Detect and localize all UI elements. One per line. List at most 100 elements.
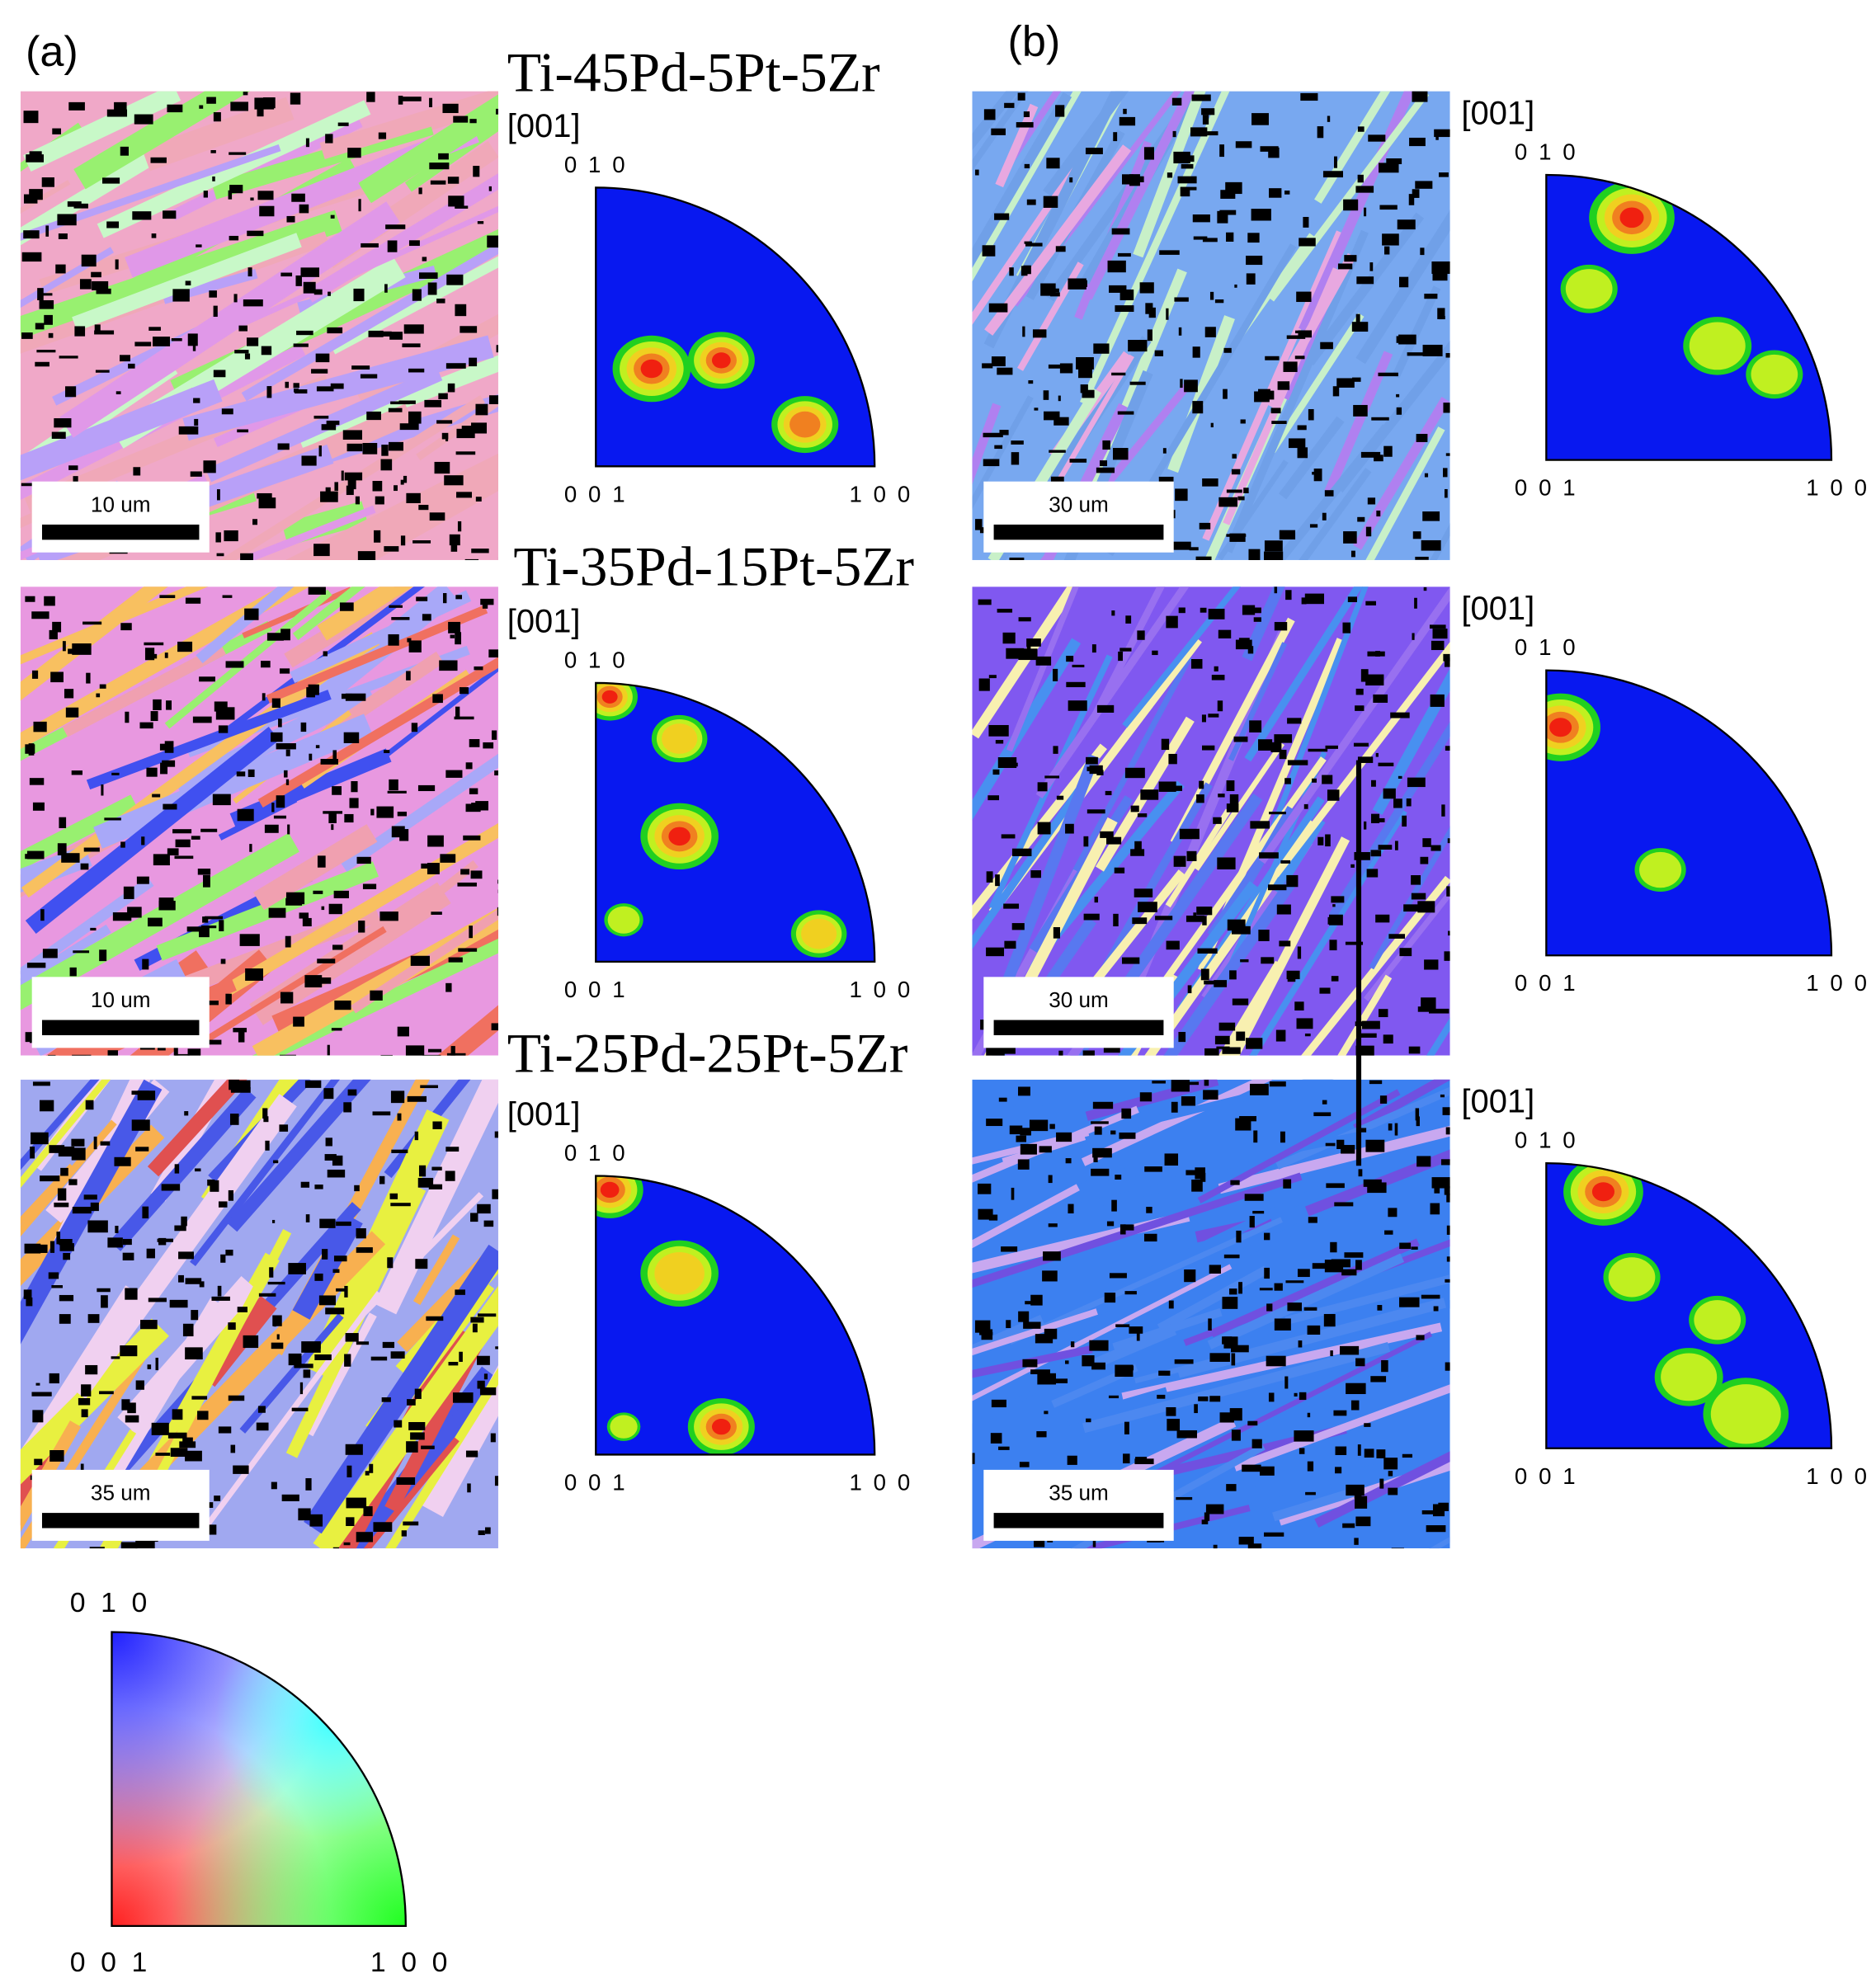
unindexed-pixel: [1411, 874, 1421, 885]
unindexed-pixel: [68, 1179, 78, 1185]
grain-stripe: [1284, 1259, 1450, 1326]
unindexed-pixel: [1440, 1094, 1445, 1098]
unindexed-pixel: [191, 1396, 208, 1400]
unindexed-pixel: [48, 1054, 56, 1056]
unindexed-pixel: [491, 730, 497, 740]
unindexed-pixel: [1104, 1293, 1116, 1303]
unindexed-pixel: [1018, 617, 1031, 622]
unindexed-pixel: [334, 482, 338, 491]
unindexed-pixel: [1032, 329, 1047, 338]
unindexed-pixel: [469, 739, 480, 747]
unindexed-pixel: [65, 386, 77, 398]
grain-stripe: [227, 586, 476, 732]
unindexed-pixel: [1201, 108, 1215, 115]
unindexed-pixel: [372, 1111, 391, 1116]
unindexed-pixel: [1086, 756, 1098, 765]
unindexed-pixel: [1213, 817, 1222, 824]
unindexed-pixel: [1067, 1455, 1077, 1465]
unindexed-pixel: [403, 475, 408, 483]
grain-stripe: [412, 1234, 460, 1306]
unindexed-pixel: [295, 275, 302, 286]
unindexed-pixel: [1274, 1283, 1283, 1291]
unindexed-pixel: [62, 641, 66, 652]
unindexed-pixel: [320, 758, 338, 765]
unindexed-pixel: [305, 1478, 312, 1491]
unindexed-pixel: [1193, 236, 1208, 240]
unindexed-pixel: [1046, 158, 1060, 169]
scale-bar-label: 35 um: [1049, 1481, 1109, 1505]
scale-bar: [41, 1020, 200, 1035]
unindexed-pixel: [49, 629, 58, 640]
unindexed-pixel: [1139, 282, 1154, 294]
unindexed-pixel: [1147, 329, 1152, 341]
unindexed-pixel: [1247, 607, 1261, 614]
unindexed-pixel: [495, 108, 498, 115]
grain-stripe: [404, 91, 498, 192]
unindexed-pixel: [1285, 1280, 1304, 1284]
unindexed-pixel: [291, 1407, 309, 1411]
density-contour: [1694, 1300, 1742, 1340]
density-contour: [1608, 1257, 1656, 1298]
unindexed-pixel: [68, 101, 85, 111]
grain-stripe: [1165, 808, 1231, 908]
unindexed-pixel: [69, 967, 77, 977]
unindexed-pixel: [446, 274, 464, 285]
unindexed-pixel: [396, 1477, 416, 1486]
grain-stripe: [346, 1292, 498, 1549]
unindexed-pixel: [1082, 389, 1095, 398]
unindexed-pixel: [422, 1054, 441, 1056]
unindexed-pixel: [1172, 541, 1191, 550]
unindexed-pixel: [48, 1272, 59, 1279]
pole-figure: [1546, 670, 1831, 956]
grain-stripe: [1328, 609, 1450, 919]
unindexed-pixel: [1357, 1444, 1361, 1456]
unindexed-pixel: [470, 1317, 484, 1323]
unindexed-pixel: [1396, 407, 1402, 415]
unindexed-pixel: [1066, 655, 1074, 662]
grain-stripe: [1258, 586, 1450, 864]
unindexed-pixel: [179, 1441, 196, 1448]
unindexed-pixel: [295, 389, 308, 394]
unindexed-pixel: [1367, 497, 1376, 505]
density-contour: [1661, 1353, 1718, 1401]
unindexed-pixel: [1407, 777, 1426, 788]
unindexed-pixel: [371, 331, 392, 337]
unindexed-pixel: [445, 770, 463, 778]
unindexed-pixel: [1325, 745, 1338, 749]
grain-stripe: [257, 651, 498, 808]
unindexed-pixel: [212, 794, 231, 806]
unindexed-pixel: [1346, 1382, 1366, 1395]
pole-direction: [001]: [1461, 1084, 1534, 1120]
unindexed-pixel: [299, 1382, 304, 1395]
unindexed-pixel: [1124, 1421, 1129, 1434]
unindexed-pixel: [1200, 607, 1207, 613]
unindexed-pixel: [85, 1364, 98, 1375]
unindexed-pixel: [1265, 356, 1280, 360]
unindexed-pixel: [1211, 675, 1225, 681]
unindexed-pixel: [1181, 1081, 1200, 1086]
unindexed-pixel: [389, 332, 403, 340]
unindexed-pixel: [473, 166, 480, 177]
unindexed-pixel: [397, 1113, 402, 1121]
unindexed-pixel: [344, 813, 354, 823]
unindexed-pixel: [431, 911, 442, 915]
unindexed-pixel: [1218, 629, 1232, 638]
unindexed-pixel: [152, 794, 161, 798]
unindexed-pixel: [1072, 664, 1085, 667]
unindexed-pixel: [277, 443, 290, 450]
unindexed-pixel: [1181, 163, 1194, 169]
unindexed-pixel: [1080, 384, 1088, 393]
unindexed-pixel: [1025, 243, 1043, 247]
unindexed-pixel: [1445, 1362, 1450, 1371]
unindexed-pixel: [1343, 199, 1359, 211]
unindexed-pixel: [86, 672, 91, 684]
unindexed-pixel: [304, 1080, 322, 1088]
unindexed-pixel: [1022, 326, 1025, 337]
unindexed-pixel: [73, 950, 90, 954]
unindexed-pixel: [1023, 111, 1030, 117]
unindexed-pixel: [1168, 1300, 1174, 1309]
unindexed-pixel: [1394, 841, 1398, 850]
unindexed-pixel: [1332, 386, 1340, 397]
unindexed-pixel: [247, 267, 252, 277]
unindexed-pixel: [436, 299, 445, 304]
